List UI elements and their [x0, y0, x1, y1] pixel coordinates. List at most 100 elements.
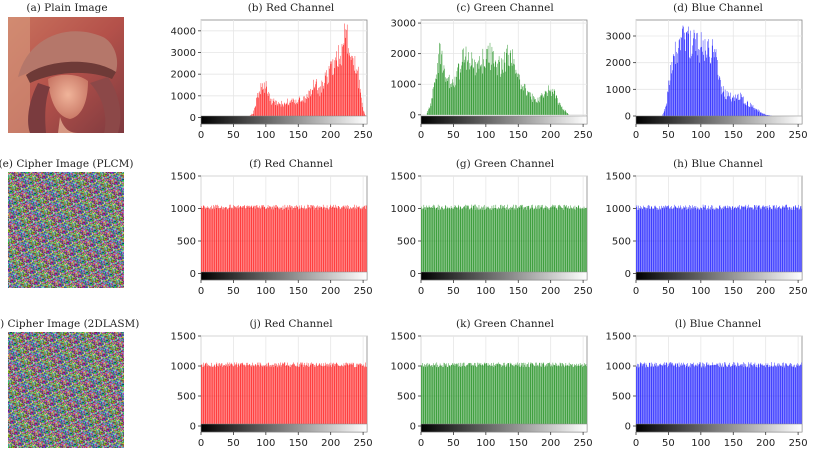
x-tick-label: 100 [476, 438, 495, 449]
y-tick-label: 500 [177, 392, 196, 403]
y-tick-label: 1500 [171, 332, 196, 343]
x-tick-label: 200 [541, 438, 560, 449]
y-tick-label: 3000 [606, 32, 631, 43]
y-tick-label: 3000 [391, 19, 416, 30]
grayscale-colorbar [420, 115, 588, 125]
y-tick-label: 2000 [606, 58, 631, 69]
x-tick-label: 150 [289, 438, 308, 449]
y-tick-label: 0 [410, 110, 416, 121]
x-tick-label: 250 [574, 286, 593, 297]
x-tick-label: 200 [321, 286, 340, 297]
y-tick-label: 1000 [606, 362, 631, 373]
chart-title: (f) Red Channel [249, 158, 333, 170]
x-tick-label: 200 [321, 438, 340, 449]
grayscale-colorbar [635, 115, 803, 125]
x-tick-label: 150 [724, 130, 743, 141]
histogram-lasm-blue: 0 50 100 150 200 250 0 500 1000 1500 [606, 332, 808, 450]
x-tick-label: 150 [724, 438, 743, 449]
histogram-lasm-red: 0 50 100 150 200 250 0 500 1000 1500 [171, 332, 373, 450]
x-tick-label: 250 [354, 286, 373, 297]
y-tick-label: 1000 [391, 362, 416, 373]
chart-title: (j) Red Channel [249, 318, 333, 330]
y-tick-label: 500 [177, 237, 196, 248]
x-tick-label: 150 [724, 286, 743, 297]
x-tick-label: 0 [198, 286, 204, 297]
x-tick-label: 50 [662, 286, 675, 297]
y-tick-label: 0 [190, 269, 196, 280]
y-tick-label: 0 [625, 422, 631, 433]
y-tick-label: 0 [410, 269, 416, 280]
x-tick-label: 200 [756, 438, 775, 449]
x-tick-label: 0 [633, 286, 639, 297]
y-tick-label: 500 [612, 237, 631, 248]
histogram-lasm-green: 0 50 100 150 200 250 0 500 1000 1500 [391, 332, 593, 450]
x-tick-label: 250 [574, 438, 593, 449]
x-tick-label: 200 [756, 286, 775, 297]
grayscale-colorbar [200, 115, 368, 125]
y-tick-label: 0 [410, 422, 416, 433]
y-tick-label: 1000 [171, 204, 196, 215]
y-tick-label: 0 [625, 112, 631, 123]
x-tick-label: 200 [541, 130, 560, 141]
x-tick-label: 50 [447, 286, 460, 297]
x-tick-label: 100 [691, 130, 710, 141]
y-tick-label: 1500 [606, 332, 631, 343]
plcm-cipher-image [8, 172, 124, 288]
x-tick-label: 250 [789, 130, 808, 141]
y-tick-label: 1500 [171, 172, 196, 183]
y-tick-label: 1500 [391, 332, 416, 343]
y-tick-label: 500 [397, 237, 416, 248]
chart-title: (h) Blue Channel [673, 158, 763, 170]
histogram-plcm-blue: 0 50 100 150 200 250 0 500 1000 1500 [606, 172, 808, 298]
histogram-plcm-red: 0 50 100 150 200 250 0 500 1000 1500 [171, 172, 373, 298]
grayscale-colorbar [635, 423, 803, 433]
x-tick-label: 50 [227, 130, 240, 141]
x-tick-label: 150 [509, 130, 528, 141]
x-tick-label: 100 [691, 286, 710, 297]
x-tick-label: 150 [289, 130, 308, 141]
x-tick-label: 250 [789, 438, 808, 449]
x-tick-label: 100 [691, 438, 710, 449]
plcm-cipher-title: (e) Cipher Image (PLCM) [0, 158, 134, 170]
x-tick-label: 100 [476, 286, 495, 297]
x-tick-label: 50 [662, 438, 675, 449]
x-tick-label: 250 [789, 286, 808, 297]
x-tick-label: 150 [509, 286, 528, 297]
chart-title: (c) Green Channel [456, 2, 554, 14]
plain-image [8, 17, 124, 133]
histogram-plcm-green: 0 50 100 150 200 250 0 500 1000 1500 [391, 172, 593, 298]
histogram-plain-green: 0 50 100 150 200 250 0 1000 2000 3000 [391, 19, 593, 141]
y-tick-label: 3000 [171, 48, 196, 59]
histogram-plain-blue: 0 50 100 150 200 250 0 1000 2000 3000 [606, 19, 808, 141]
x-tick-label: 100 [256, 130, 275, 141]
plain-image-title: (a) Plain Image [26, 2, 108, 14]
lasm-cipher-title: (i) Cipher Image (2DLASM) [0, 318, 140, 330]
y-tick-label: 500 [612, 392, 631, 403]
y-tick-label: 1500 [606, 172, 631, 183]
y-tick-label: 1000 [391, 80, 416, 91]
x-tick-label: 200 [541, 286, 560, 297]
y-tick-label: 1000 [391, 204, 416, 215]
y-tick-label: 0 [190, 422, 196, 433]
y-tick-label: 4000 [171, 26, 196, 37]
y-tick-label: 0 [190, 113, 196, 124]
x-tick-label: 0 [633, 438, 639, 449]
y-tick-label: 1000 [171, 91, 196, 102]
chart-title: (d) Blue Channel [673, 2, 763, 14]
x-tick-label: 50 [447, 130, 460, 141]
x-tick-label: 200 [756, 130, 775, 141]
x-tick-label: 100 [476, 130, 495, 141]
chart-title: (g) Green Channel [455, 158, 555, 170]
grayscale-colorbar [420, 271, 588, 281]
x-tick-label: 50 [447, 438, 460, 449]
grayscale-colorbar [200, 423, 368, 433]
x-tick-label: 50 [227, 286, 240, 297]
y-tick-label: 2000 [391, 49, 416, 60]
x-tick-label: 200 [321, 130, 340, 141]
x-tick-label: 250 [354, 438, 373, 449]
x-tick-label: 0 [418, 286, 424, 297]
x-tick-label: 150 [289, 286, 308, 297]
grayscale-colorbar [420, 423, 588, 433]
grayscale-colorbar [635, 271, 803, 281]
